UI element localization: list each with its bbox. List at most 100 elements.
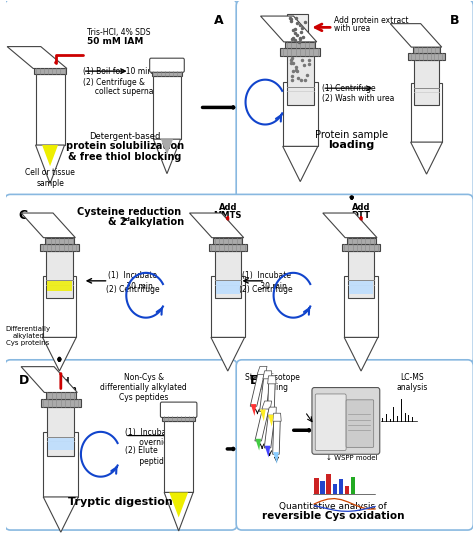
Polygon shape	[273, 452, 279, 464]
Polygon shape	[263, 371, 272, 379]
FancyBboxPatch shape	[47, 407, 74, 456]
Polygon shape	[161, 139, 173, 155]
Text: loading: loading	[328, 140, 375, 150]
Text: E: E	[250, 374, 259, 387]
FancyBboxPatch shape	[283, 82, 318, 147]
FancyBboxPatch shape	[348, 251, 374, 298]
Polygon shape	[251, 404, 256, 416]
Bar	[162, 416, 195, 422]
FancyBboxPatch shape	[287, 14, 309, 46]
Bar	[48, 438, 73, 450]
Bar	[216, 281, 240, 294]
Text: Differentially
alkylated
Cys proteins: Differentially alkylated Cys proteins	[6, 326, 51, 346]
Text: Tryptic digestion: Tryptic digestion	[68, 498, 173, 507]
Polygon shape	[211, 338, 245, 371]
Text: Add: Add	[352, 203, 370, 212]
Polygon shape	[323, 213, 377, 238]
Text: A: A	[213, 14, 223, 27]
Bar	[333, 484, 337, 494]
Bar	[152, 71, 182, 75]
Polygon shape	[267, 382, 275, 417]
Text: (1)  Incubate
      30 min: (1) Incubate 30 min	[242, 271, 291, 291]
Bar	[281, 48, 320, 56]
FancyBboxPatch shape	[344, 276, 378, 338]
Polygon shape	[36, 145, 64, 184]
FancyBboxPatch shape	[154, 75, 181, 139]
Text: ↓ WSPP model: ↓ WSPP model	[326, 455, 377, 461]
Bar	[351, 477, 356, 494]
Polygon shape	[169, 492, 188, 517]
Polygon shape	[190, 213, 244, 238]
FancyBboxPatch shape	[164, 422, 193, 492]
FancyBboxPatch shape	[414, 60, 439, 105]
Polygon shape	[260, 377, 270, 411]
Bar	[349, 281, 373, 294]
Polygon shape	[7, 47, 67, 68]
Text: Detergent-based: Detergent-based	[89, 132, 161, 141]
Text: B: B	[450, 14, 459, 27]
Bar	[47, 281, 72, 291]
Polygon shape	[273, 419, 280, 454]
Bar	[327, 474, 331, 494]
Polygon shape	[42, 145, 58, 166]
Text: trypsin: trypsin	[44, 385, 78, 394]
Text: Quantitative analysis of: Quantitative analysis of	[279, 502, 387, 511]
FancyBboxPatch shape	[36, 74, 64, 145]
FancyBboxPatch shape	[287, 56, 314, 105]
Polygon shape	[21, 213, 75, 238]
Text: & free thiol blocking: & free thiol blocking	[68, 151, 182, 162]
Text: Protein sample: Protein sample	[315, 129, 388, 140]
Text: DTT: DTT	[352, 211, 371, 220]
Text: nd: nd	[122, 217, 130, 222]
FancyBboxPatch shape	[150, 58, 184, 72]
Text: Stable isotope
labelling: Stable isotope labelling	[245, 372, 300, 392]
Bar	[46, 393, 76, 399]
Bar	[45, 238, 74, 244]
Text: collect supernatant: collect supernatant	[83, 87, 169, 96]
Polygon shape	[255, 439, 261, 450]
FancyBboxPatch shape	[410, 83, 442, 142]
Bar	[314, 478, 319, 494]
Text: Cell or tissue
sample: Cell or tissue sample	[25, 169, 75, 188]
Text: (2) Elute
      peptides: (2) Elute peptides	[125, 446, 173, 465]
Polygon shape	[262, 401, 272, 409]
Polygon shape	[283, 147, 318, 181]
FancyBboxPatch shape	[46, 251, 73, 298]
FancyBboxPatch shape	[5, 0, 237, 202]
Text: LC-MS
analysis: LC-MS analysis	[397, 372, 428, 392]
Polygon shape	[264, 446, 270, 457]
Polygon shape	[250, 373, 264, 406]
Bar	[213, 238, 242, 244]
Text: MMTS: MMTS	[214, 211, 242, 220]
Polygon shape	[410, 142, 442, 174]
FancyBboxPatch shape	[312, 387, 380, 454]
FancyBboxPatch shape	[43, 276, 76, 338]
Polygon shape	[43, 338, 76, 371]
Text: D: D	[18, 374, 29, 387]
FancyBboxPatch shape	[5, 194, 474, 365]
Polygon shape	[260, 409, 265, 421]
Polygon shape	[267, 407, 276, 415]
Bar	[40, 244, 79, 251]
Text: Non-Cys &
differentially alkylated
Cys peptides: Non-Cys & differentially alkylated Cys p…	[100, 372, 187, 402]
Bar	[41, 399, 81, 407]
FancyBboxPatch shape	[215, 251, 241, 298]
FancyBboxPatch shape	[236, 0, 474, 202]
FancyBboxPatch shape	[160, 402, 197, 417]
Text: 50 mM IAM: 50 mM IAM	[88, 37, 144, 46]
Polygon shape	[268, 415, 273, 426]
Text: Add: Add	[52, 377, 70, 386]
Polygon shape	[264, 414, 275, 448]
Text: & 2: & 2	[108, 217, 126, 227]
Text: (2) Centrifuge: (2) Centrifuge	[239, 285, 293, 294]
Bar	[346, 238, 375, 244]
Polygon shape	[273, 413, 281, 421]
FancyBboxPatch shape	[5, 360, 237, 530]
Text: Tris-HCl, 4% SDS: Tris-HCl, 4% SDS	[88, 28, 151, 37]
FancyBboxPatch shape	[211, 276, 245, 338]
Polygon shape	[21, 366, 77, 393]
Polygon shape	[268, 376, 276, 384]
FancyBboxPatch shape	[315, 394, 346, 450]
Polygon shape	[344, 338, 378, 371]
Bar	[285, 42, 315, 48]
